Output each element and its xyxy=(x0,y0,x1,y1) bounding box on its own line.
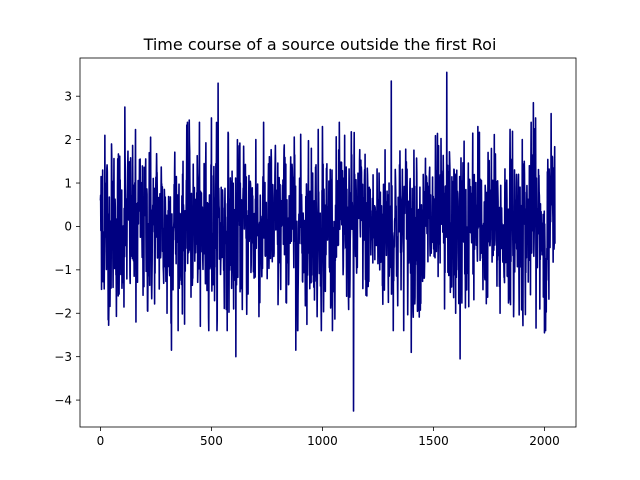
x-tick-label: 2000 xyxy=(529,434,560,448)
chart-title: Time course of a source outside the firs… xyxy=(143,35,497,54)
y-tick-label: −1 xyxy=(54,263,72,277)
y-tick-label: −4 xyxy=(54,393,72,407)
y-tick-label: 0 xyxy=(64,220,72,234)
x-tick-label: 0 xyxy=(97,434,105,448)
y-tick-label: 3 xyxy=(64,90,72,104)
y-tick-label: 1 xyxy=(64,176,72,190)
x-tick-label: 1500 xyxy=(418,434,449,448)
y-tick-label: −2 xyxy=(54,307,72,321)
plot-area xyxy=(99,71,556,412)
y-tick-label: 2 xyxy=(64,133,72,147)
x-tick-label: 1000 xyxy=(307,434,338,448)
series-line xyxy=(99,71,556,412)
axes: 0 500 1000 1500 2000 −4 −3 −2 −1 0 1 2 3 xyxy=(54,57,577,448)
axes-frame xyxy=(79,57,577,428)
y-tick-label: −3 xyxy=(54,350,72,364)
x-tick-label: 500 xyxy=(200,434,223,448)
